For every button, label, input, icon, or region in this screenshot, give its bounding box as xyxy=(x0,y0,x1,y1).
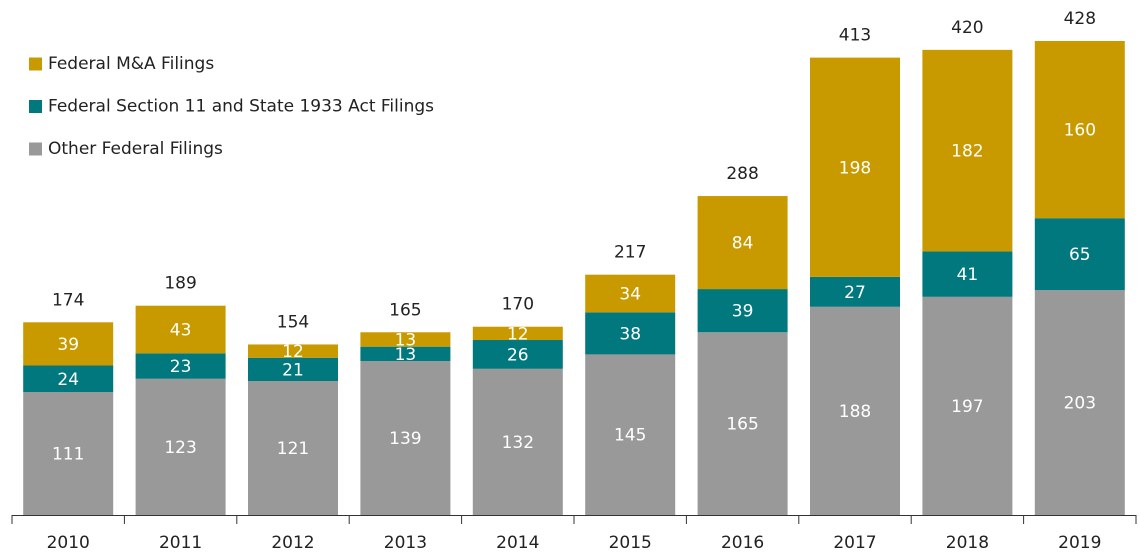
segment-label: 12 xyxy=(282,342,304,362)
x-tick-label: 2011 xyxy=(159,533,202,552)
bar-segment xyxy=(810,57,900,277)
x-tick-label: 2015 xyxy=(609,533,652,552)
segment-label: 43 xyxy=(170,320,192,340)
total-label: 420 xyxy=(951,18,983,38)
segment-label: 121 xyxy=(277,439,309,459)
bar-segment xyxy=(472,326,563,341)
total-label: 170 xyxy=(502,295,534,315)
legend-label: Federal M&A Filings xyxy=(48,54,214,74)
bar-segment xyxy=(922,49,1013,252)
segment-label: 84 xyxy=(732,234,754,254)
legend-label: Other Federal Filings xyxy=(48,139,223,159)
x-tick-label: 2013 xyxy=(384,533,427,552)
bar-segment xyxy=(922,251,1013,297)
total-label: 413 xyxy=(839,26,871,46)
segment-label: 160 xyxy=(1064,121,1096,141)
bar-segment xyxy=(1034,290,1125,515)
total-label: 174 xyxy=(52,290,84,310)
bar-segment xyxy=(23,392,114,515)
segment-label: 13 xyxy=(395,330,417,350)
total-label: 189 xyxy=(164,274,196,294)
x-tick-label: 2012 xyxy=(271,533,314,552)
bar-segment xyxy=(1034,218,1125,291)
x-tick-label: 2016 xyxy=(721,533,764,552)
segment-label: 26 xyxy=(507,345,529,365)
segment-label: 145 xyxy=(614,426,646,446)
bar-segment xyxy=(135,353,226,379)
segment-label: 182 xyxy=(951,142,983,162)
bar-segment xyxy=(472,368,563,515)
x-tick-label: 2019 xyxy=(1058,533,1101,552)
total-label: 217 xyxy=(614,243,646,263)
segment-label: 34 xyxy=(619,285,641,305)
segment-label: 23 xyxy=(170,357,192,377)
bar-segment xyxy=(135,305,226,354)
bar-segment xyxy=(360,346,451,362)
segment-label: 203 xyxy=(1064,394,1096,414)
segment-label: 165 xyxy=(726,415,758,435)
bar-segment xyxy=(248,380,338,515)
x-tick-label: 2018 xyxy=(946,533,989,552)
bar-segment xyxy=(585,274,676,313)
segment-label: 188 xyxy=(839,402,871,422)
segment-label: 12 xyxy=(507,324,529,344)
segment-label: 198 xyxy=(839,158,871,178)
segment-label: 139 xyxy=(389,429,421,449)
bar-segment xyxy=(697,196,788,290)
total-label: 288 xyxy=(726,164,758,184)
bar-segment xyxy=(585,312,676,355)
segment-label: 123 xyxy=(164,438,196,458)
bar-segment xyxy=(585,354,676,515)
bar-segment xyxy=(135,378,226,515)
legend-swatch xyxy=(29,57,42,71)
segment-label: 197 xyxy=(951,397,983,417)
segment-label: 27 xyxy=(844,283,866,303)
bar-segment xyxy=(1034,41,1125,219)
segment-label: 39 xyxy=(57,335,79,355)
segment-label: 13 xyxy=(395,345,417,365)
x-tick-label: 2014 xyxy=(496,533,539,552)
bar-segment xyxy=(810,276,900,307)
segment-label: 24 xyxy=(57,370,79,390)
legend-swatch xyxy=(29,142,42,156)
segment-label: 38 xyxy=(619,324,641,344)
total-label: 428 xyxy=(1064,9,1096,29)
bar-segment xyxy=(23,365,114,393)
x-tick-label: 2017 xyxy=(833,533,876,552)
segment-label: 39 xyxy=(732,302,754,322)
total-label: 165 xyxy=(389,300,421,320)
total-label: 154 xyxy=(277,312,309,332)
bar-segment xyxy=(472,340,563,369)
segment-label: 21 xyxy=(282,360,304,380)
legend-swatch xyxy=(29,100,42,113)
segment-label: 41 xyxy=(957,265,979,285)
bar-segment xyxy=(23,322,114,366)
segment-label: 65 xyxy=(1069,245,1091,265)
bar-segment xyxy=(360,332,451,347)
bar-segment xyxy=(360,361,451,515)
bar-segment xyxy=(248,357,338,381)
bar-segment xyxy=(922,296,1013,515)
bar-segment xyxy=(697,289,788,333)
segment-label: 111 xyxy=(52,445,84,465)
legend-label: Federal Section 11 and State 1933 Act Fi… xyxy=(48,97,434,117)
segment-label: 132 xyxy=(502,433,534,453)
bar-segment xyxy=(248,344,338,358)
x-tick-label: 2010 xyxy=(47,533,90,552)
bar-segment xyxy=(697,332,788,515)
bar-segment xyxy=(810,306,900,515)
